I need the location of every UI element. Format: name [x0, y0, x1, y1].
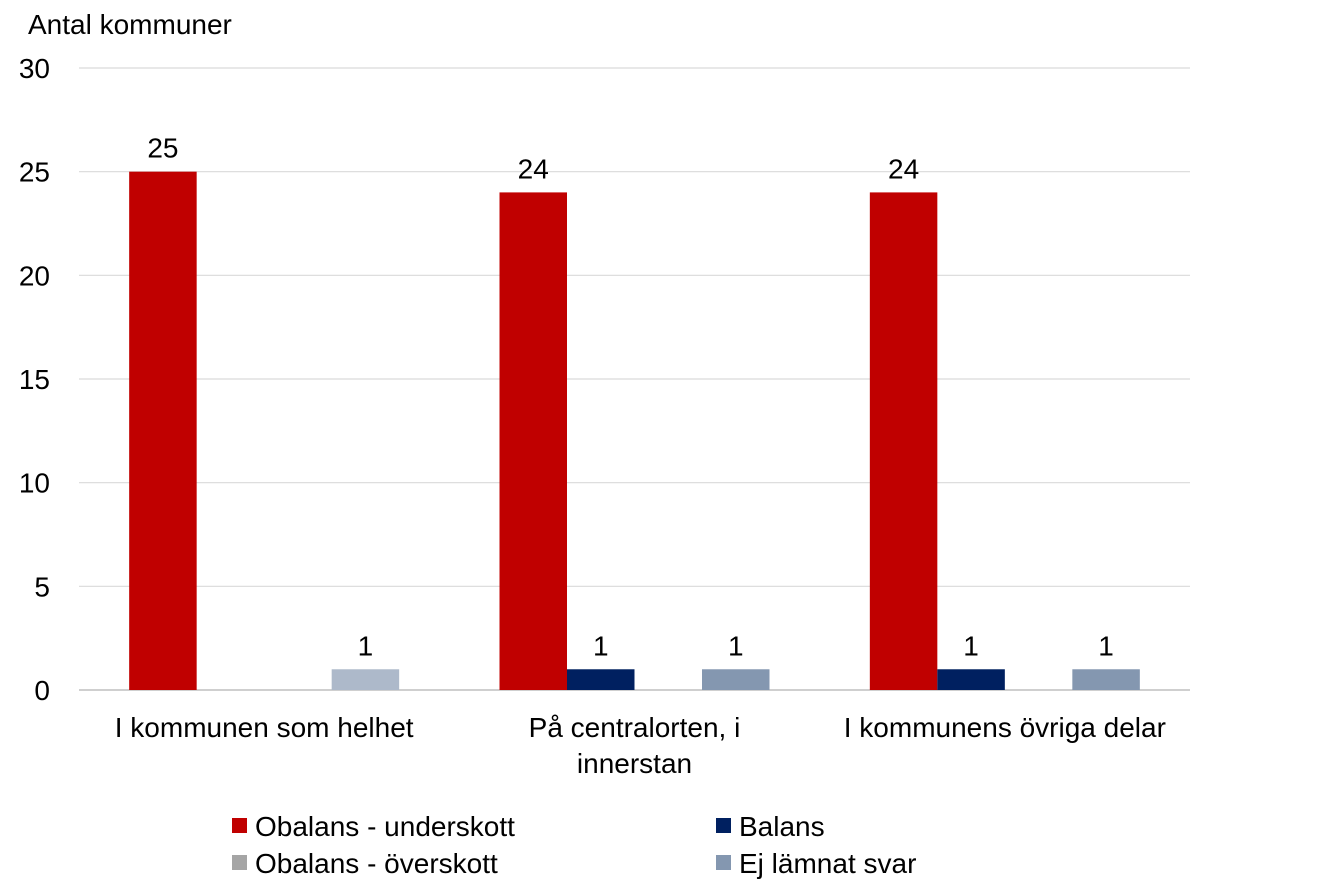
data-label: 24 — [888, 153, 919, 184]
data-label: 1 — [963, 630, 979, 661]
data-label: 1 — [1098, 630, 1114, 661]
legend-label: Balans — [739, 811, 825, 842]
y-tick-label: 5 — [34, 571, 50, 602]
data-label: 1 — [358, 630, 374, 661]
y-tick-label: 30 — [19, 53, 50, 84]
bar — [869, 192, 938, 690]
data-label: 1 — [593, 630, 609, 661]
bar — [702, 669, 770, 690]
legend-swatch — [232, 855, 247, 870]
gridlines — [79, 67, 1190, 691]
category-label: På centralorten, i — [529, 712, 741, 743]
bar — [937, 669, 1005, 690]
bar — [567, 669, 635, 690]
y-tick-label: 15 — [19, 364, 50, 395]
category-label: I kommunens övriga delar — [844, 712, 1166, 743]
legend-swatch — [716, 855, 731, 870]
bars — [129, 171, 1140, 690]
bar — [129, 171, 197, 690]
y-tick-label: 0 — [34, 675, 50, 706]
bar — [499, 192, 567, 690]
y-tick-label: 20 — [19, 260, 50, 291]
legend: Obalans - underskott Balans Obalans - över… — [232, 811, 916, 879]
bar — [331, 669, 400, 690]
legend-swatch — [716, 818, 731, 833]
y-tick-label: 10 — [19, 468, 50, 499]
legend-label: Obalans - överskott — [255, 848, 498, 879]
y-tick-label: 25 — [19, 157, 50, 188]
data-label: 25 — [147, 133, 178, 164]
x-axis-categories: I kommunen som helhet På centralorten, i i… — [115, 712, 1166, 779]
bar — [1072, 669, 1140, 690]
legend-swatch — [232, 818, 247, 833]
category-label: innerstan — [577, 748, 692, 779]
y-axis-ticks: 0 5 10 15 20 25 30 — [19, 53, 50, 706]
y-axis-title: Antal kommuner — [28, 9, 232, 40]
data-label: 24 — [518, 153, 549, 184]
legend-label: Ej lämnat svar — [739, 848, 916, 879]
data-labels: 25 24 24 1 1 1 1 1 — [147, 133, 1114, 662]
category-label: I kommunen som helhet — [115, 712, 414, 743]
legend-label: Obalans - underskott — [255, 811, 515, 842]
data-label: 1 — [728, 630, 744, 661]
